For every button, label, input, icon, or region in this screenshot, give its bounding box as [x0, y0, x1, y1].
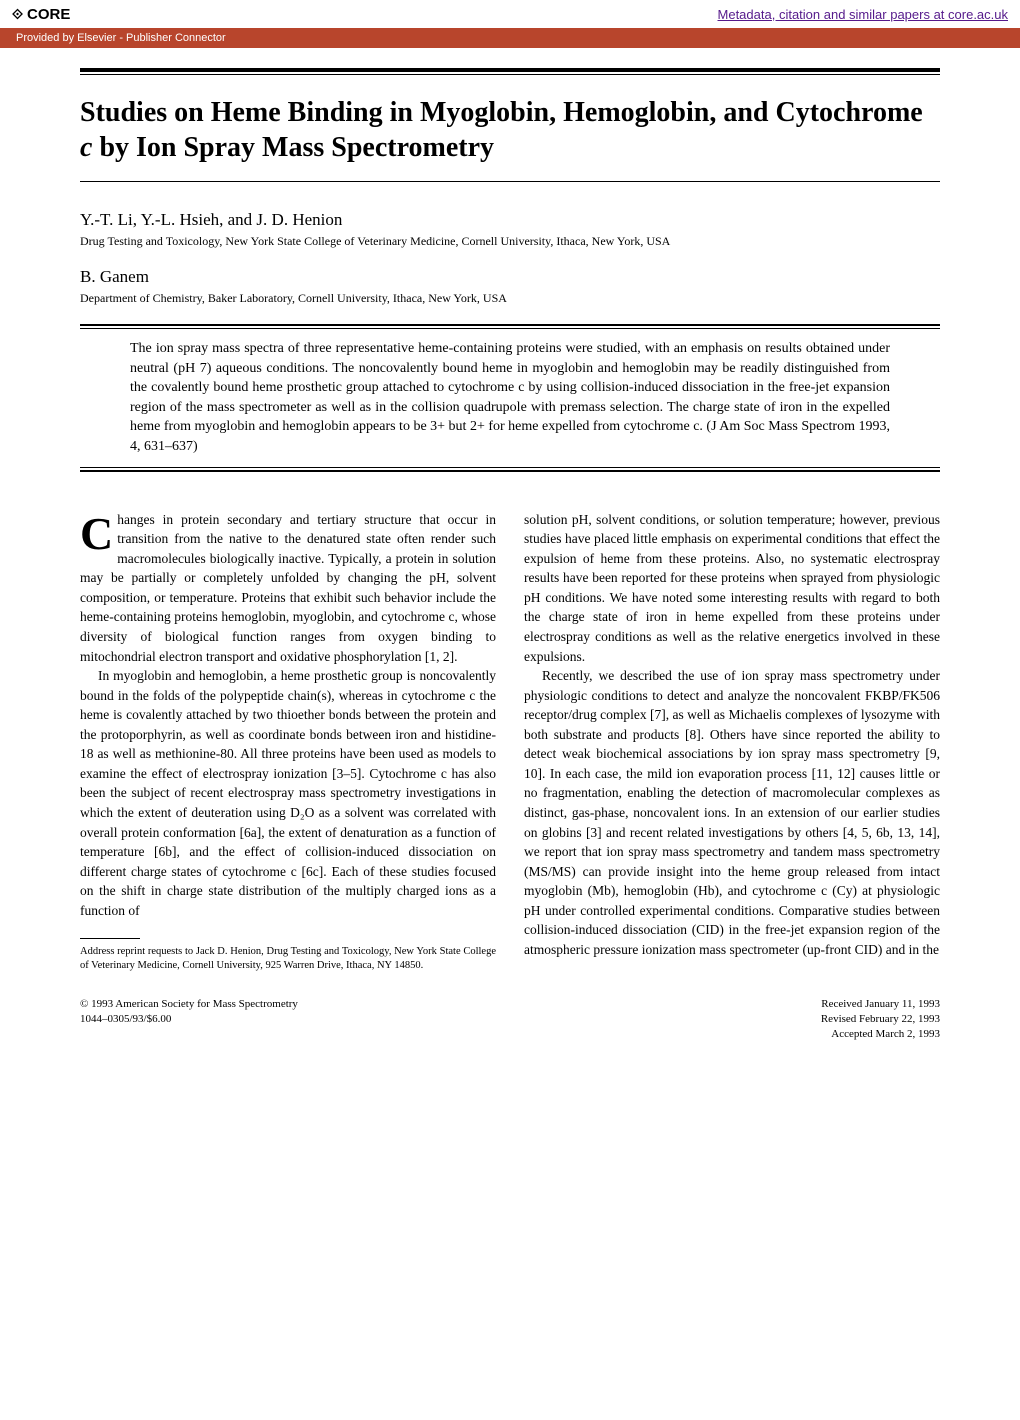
body-para-1: Changes in protein secondary and tertiar… [80, 510, 496, 667]
revised-date: Revised February 22, 1993 [821, 1012, 940, 1027]
metadata-link[interactable]: Metadata, citation and similar papers at… [718, 7, 1008, 22]
body-section: Changes in protein secondary and tertiar… [80, 510, 940, 973]
paper-title: Studies on Heme Binding in Myoglobin, He… [80, 95, 940, 165]
body-para-3: solution pH, solvent conditions, or solu… [524, 510, 940, 667]
column-right: solution pH, solvent conditions, or solu… [524, 510, 940, 973]
provider-bar: Provided by Elsevier - Publisher Connect… [0, 28, 1020, 48]
authors-section: Y.-T. Li, Y.-L. Hsieh, and J. D. Henion … [80, 210, 940, 306]
author-group-2: B. Ganem [80, 267, 940, 287]
core-label: CORE [27, 6, 70, 23]
dropcap: C [80, 510, 117, 553]
issn: 1044–0305/93/$6.00 [80, 1012, 298, 1027]
author-group-1: Y.-T. Li, Y.-L. Hsieh, and J. D. Henion [80, 210, 940, 230]
footnote: Address reprint requests to Jack D. Heni… [80, 945, 496, 972]
page-content: Studies on Heme Binding in Myoglobin, He… [0, 48, 1020, 1063]
received-date: Received January 11, 1993 [821, 997, 940, 1012]
footer-section: © 1993 American Society for Mass Spectro… [80, 997, 940, 1043]
footnote-divider [80, 938, 140, 939]
affiliation-2: Department of Chemistry, Baker Laborator… [80, 291, 940, 306]
core-header: ⟐ CORE Metadata, citation and similar pa… [0, 0, 1020, 28]
body-para-2: In myoglobin and hemoglobin, a heme pros… [80, 666, 496, 920]
accepted-date: Accepted March 2, 1993 [821, 1027, 940, 1042]
abstract-text: The ion spray mass spectra of three repr… [80, 329, 940, 467]
abstract-section: The ion spray mass spectra of three repr… [80, 324, 940, 472]
footer-left: © 1993 American Society for Mass Spectro… [80, 997, 298, 1043]
provider-text: Provided by Elsevier - Publisher Connect… [16, 32, 226, 44]
body-para-4: Recently, we described the use of ion sp… [524, 666, 940, 959]
footer-right: Received January 11, 1993 Revised Februa… [821, 997, 940, 1043]
copyright: © 1993 American Society for Mass Spectro… [80, 997, 298, 1012]
title-section: Studies on Heme Binding in Myoglobin, He… [80, 68, 940, 182]
column-left: Changes in protein secondary and tertiar… [80, 510, 496, 973]
core-icon: ⟐ [12, 6, 23, 23]
core-logo: ⟐ CORE [12, 6, 70, 23]
affiliation-1: Drug Testing and Toxicology, New York St… [80, 234, 940, 249]
